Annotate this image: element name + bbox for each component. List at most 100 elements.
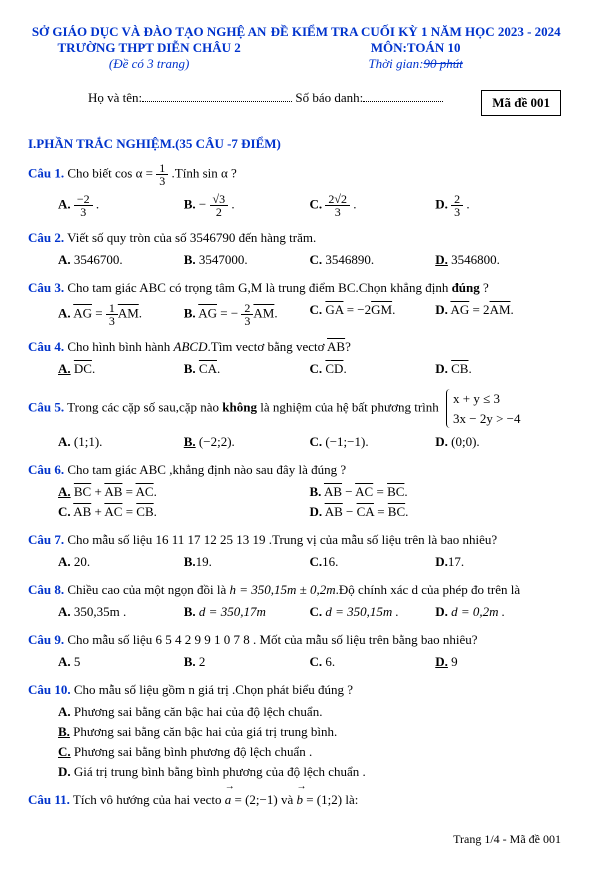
- question-5: Câu 5. Trong các cặp số sau,cặp nào khôn…: [28, 389, 561, 428]
- q2-opt-c: C. 3546890.: [310, 250, 436, 270]
- question-11: Câu 11. Tích vô hướng của hai vecto a = …: [28, 792, 561, 808]
- q1-label: Câu 1.: [28, 165, 64, 180]
- q10-opt-a: A. Phương sai bằng căn bậc hai của độ lệ…: [58, 702, 561, 722]
- q5-text: Trong các cặp số sau,cặp nào: [67, 399, 222, 414]
- q7-opt-b: B.19.: [184, 552, 310, 572]
- header-left: SỞ GIÁO DỤC VÀ ĐÀO TẠO NGHỆ AN TRƯỜNG TH…: [28, 24, 270, 72]
- q3-opt-b: B. AG = − 23AM.: [184, 300, 310, 329]
- q1-text1: Cho biết cos α =: [67, 165, 156, 180]
- q10-options: A. Phương sai bằng căn bậc hai của độ lệ…: [58, 702, 561, 782]
- subject-line: MÔN:TOÁN 10: [270, 40, 561, 56]
- page-footer: Trang 1/4 - Mã đề 001: [28, 832, 561, 847]
- q11-text1: Tích vô hướng của hai vecto: [73, 792, 225, 807]
- q4-opt-b: B. CA.: [184, 359, 310, 379]
- q5-options: A. (1;1). B. (−2;2). C. (−1;−1). D. (0;0…: [58, 432, 561, 452]
- time-value: 90 phút: [423, 56, 462, 71]
- question-4: Câu 4. Cho hình bình hành ABCD.Tìm vectơ…: [28, 339, 561, 355]
- q6-text: Cho tam giác ABC ,khẳng định nào sau đây…: [67, 462, 346, 477]
- q7-opt-d: D.17.: [435, 552, 561, 572]
- q6-opt-c: C. AB + AC = CB.: [58, 502, 310, 522]
- q9-label: Câu 9.: [28, 632, 64, 647]
- q3-dung: đúng: [452, 280, 480, 295]
- q3-opt-c: C. GA = −2GM.: [310, 300, 436, 329]
- q9-opt-c: C. 6.: [310, 652, 436, 672]
- q10-text: Cho mẫu số liệu gồm n giá trị .Chọn phát…: [74, 682, 353, 697]
- q2-opt-b: B. 3547000.: [184, 250, 310, 270]
- question-9: Câu 9. Cho mẫu số liệu 6 5 4 2 9 9 1 0 7…: [28, 632, 561, 648]
- question-8: Câu 8. Chiều cao của một ngọn đồi là h =…: [28, 582, 561, 598]
- q4-options: A. DC. B. CA. C. CD. D. CB.: [58, 359, 561, 379]
- exam-title: ĐỀ KIỂM TRA CUỐI KỲ 1 NĂM HỌC 2023 - 202…: [270, 24, 561, 40]
- time-label: Thời gian:: [368, 56, 423, 71]
- q2-options: A. 3546700. B. 3547000. C. 3546890. D. 3…: [58, 250, 561, 270]
- q4-opt-d: D. CB.: [435, 359, 561, 379]
- q6-label: Câu 6.: [28, 462, 64, 477]
- q7-opt-a: A. 20.: [58, 552, 184, 572]
- q5-system: x + y ≤ 3 3x − 2y > −4: [446, 389, 521, 428]
- q8-options: A. 350,35m . B. d = 350,17m C. d = 350,1…: [58, 602, 561, 622]
- q2-text: Viết số quy tròn của số 3546790 đến hàng…: [67, 230, 316, 245]
- q4-opt-a: A. DC.: [58, 359, 184, 379]
- sbd-field: [363, 91, 443, 102]
- q6-opt-d: D. AB − CA = BC.: [310, 502, 562, 522]
- q5-opt-b: B. (−2;2).: [184, 432, 310, 452]
- q2-opt-d: D. 3546800.: [435, 250, 561, 270]
- q5-opt-c: C. (−1;−1).: [310, 432, 436, 452]
- q7-options: A. 20. B.19. C.16. D.17.: [58, 552, 561, 572]
- q1-opt-d: D. 23 .: [435, 191, 561, 220]
- q10-opt-c: C. Phương sai bằng bình phương độ lệch c…: [58, 742, 561, 762]
- q1-options: A. −23 . B. − √32 . C. 2√23 . D. 23 .: [58, 191, 561, 220]
- q4-abcd: ABCD: [174, 339, 208, 354]
- q2-opt-a: A. 3546700.: [58, 250, 184, 270]
- q6-opt-a: A. BC + AB = AC.: [58, 482, 310, 502]
- q5-opt-a: A. (1;1).: [58, 432, 184, 452]
- q7-text: Cho mẫu số liệu 16 11 17 12 25 13 19 .Tr…: [67, 532, 497, 547]
- made-box: Mã đề 001: [481, 90, 561, 116]
- question-7: Câu 7. Cho mẫu số liệu 16 11 17 12 25 13…: [28, 532, 561, 548]
- q8-opt-c: C. d = 350,15m .: [310, 602, 436, 622]
- org-line: SỞ GIÁO DỤC VÀ ĐÀO TẠO NGHỆ AN: [28, 24, 270, 40]
- question-6: Câu 6. Cho tam giác ABC ,khẳng định nào …: [28, 462, 561, 478]
- question-10: Câu 10. Cho mẫu số liệu gồm n giá trị .C…: [28, 682, 561, 698]
- q3-opt-a: A. AG = 13AM.: [58, 300, 184, 329]
- q8-label: Câu 8.: [28, 582, 64, 597]
- q3-opt-d: D. AG = 2AM.: [435, 300, 561, 329]
- q3-label: Câu 3.: [28, 280, 64, 295]
- page-count: (Đề có 3 trang): [28, 56, 270, 72]
- q9-text: Cho mẫu số liệu 6 5 4 2 9 9 1 0 7 8 . Mố…: [67, 632, 477, 647]
- hovaten-field: [142, 91, 292, 102]
- q1-opt-a: A. −23 .: [58, 191, 184, 220]
- header: SỞ GIÁO DỤC VÀ ĐÀO TẠO NGHỆ AN TRƯỜNG TH…: [28, 24, 561, 72]
- q6-opt-b: B. AB − AC = BC.: [310, 482, 562, 502]
- q9-opt-a: A. 5: [58, 652, 184, 672]
- q6-options: A. BC + AB = AC. B. AB − AC = BC. C. AB …: [58, 482, 561, 522]
- name-row: Họ và tên: Số báo danh: Mã đề 001: [28, 90, 561, 116]
- school-line: TRƯỜNG THPT DIỄN CHÂU 2: [28, 40, 270, 56]
- q5-opt-d: D. (0;0).: [435, 432, 561, 452]
- q10-opt-d: D. Giá trị trung bình bằng bình phương c…: [58, 762, 561, 782]
- q3-options: A. AG = 13AM. B. AG = − 23AM. C. GA = −2…: [58, 300, 561, 329]
- q9-opt-b: B. 2: [184, 652, 310, 672]
- q8-opt-d: D. d = 0,2m .: [435, 602, 561, 622]
- q10-label: Câu 10.: [28, 682, 71, 697]
- q10-opt-b: B. Phương sai bằng căn bậc hai của giá t…: [58, 722, 561, 742]
- q9-opt-d: D. 9: [435, 652, 561, 672]
- sbd-label: Số báo danh:: [295, 90, 363, 105]
- q9-options: A. 5 B. 2 C. 6. D. 9: [58, 652, 561, 672]
- q5-label: Câu 5.: [28, 399, 64, 414]
- q4-text1: Cho hình bình hành: [67, 339, 173, 354]
- question-3: Câu 3. Cho tam giác ABC có trọng tâm G,M…: [28, 280, 561, 296]
- q8-opt-b: B. d = 350,17m: [184, 602, 310, 622]
- q2-label: Câu 2.: [28, 230, 64, 245]
- q1-opt-b: B. − √32 .: [184, 191, 310, 220]
- q7-opt-c: C.16.: [310, 552, 436, 572]
- q3-text: Cho tam giác ABC có trọng tâm G,M là tru…: [67, 280, 451, 295]
- hovaten-label: Họ và tên:: [88, 90, 142, 105]
- q8-opt-a: A. 350,35m .: [58, 602, 184, 622]
- question-2: Câu 2. Viết số quy tròn của số 3546790 đ…: [28, 230, 561, 246]
- question-1: Câu 1. Cho biết cos α = 13 .Tính sin α ?: [28, 162, 561, 187]
- q7-label: Câu 7.: [28, 532, 64, 547]
- q1-opt-c: C. 2√23 .: [310, 191, 436, 220]
- section-1-title: I.PHẦN TRẮC NGHIỆM.(35 CÂU -7 ĐIỂM): [28, 136, 561, 152]
- q4-label: Câu 4.: [28, 339, 64, 354]
